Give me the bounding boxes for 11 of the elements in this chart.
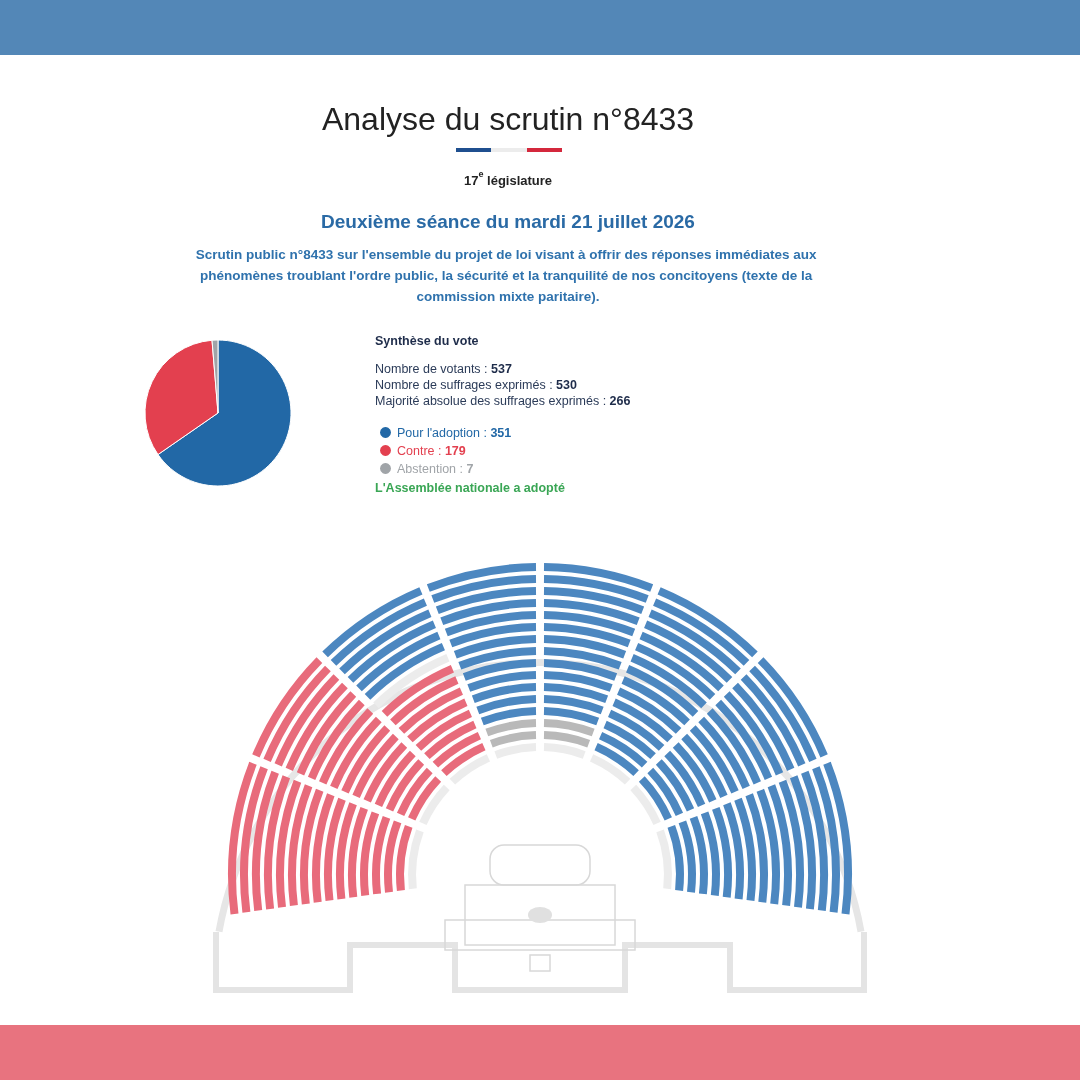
text: Majorité absolue des suffrages exprimés : 266 <box>375 393 631 408</box>
legend-label: Contre : 179 <box>397 443 466 458</box>
legend-title: Synthèse du vote <box>375 333 479 348</box>
legend-label: Abstention : 7 <box>397 461 474 476</box>
legend-label: Pour l'adoption : 351 <box>397 425 512 440</box>
chart-title: Analyse du scrutin n°8433 <box>321 101 695 137</box>
text: Deuxième séance du mardi 21 juillet 2026 <box>321 211 695 232</box>
text: Scrutin public n°8433 sur l'ensemble du projet de loi visant à offrir des réponses immédiates aux phénomènes troublant l'ordre public, la sécurité et la tranquilité de nos concitoyens (texte de la commission mixte paritaire). <box>195 247 821 304</box>
text: Nombre de votants : 537 <box>375 361 512 376</box>
text: L'Assemblée nationale a adopté <box>375 480 565 495</box>
text: Nombre de suffrages exprimés : 530 <box>375 377 577 392</box>
